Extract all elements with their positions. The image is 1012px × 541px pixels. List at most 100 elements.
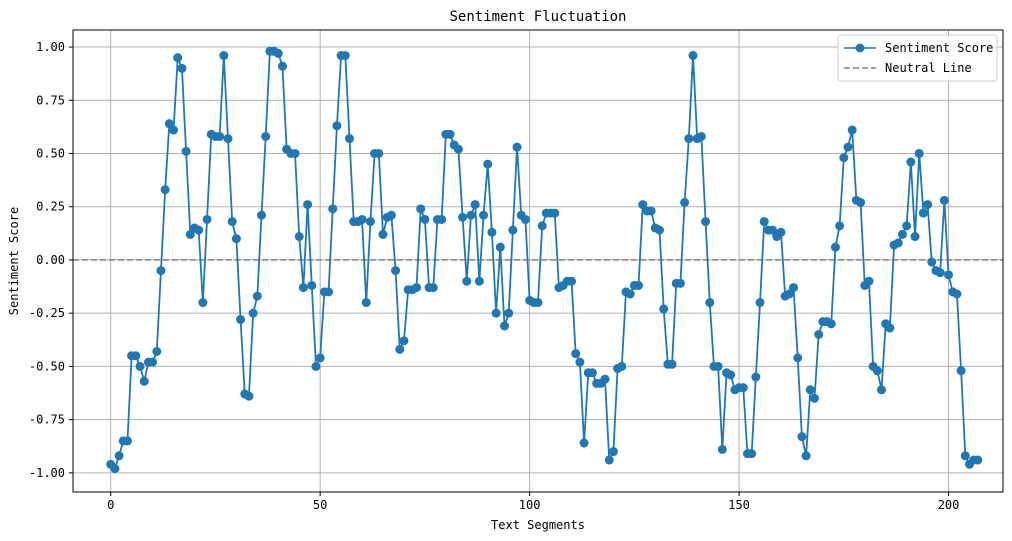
data-point	[135, 361, 145, 371]
data-point	[152, 346, 162, 356]
data-point	[504, 308, 514, 318]
x-tick-label: 0	[107, 498, 114, 512]
data-point	[550, 208, 560, 218]
data-point	[776, 227, 786, 237]
data-point	[688, 51, 698, 61]
data-point	[918, 208, 928, 218]
data-point	[177, 63, 187, 73]
data-point	[378, 229, 388, 239]
data-point	[797, 432, 807, 442]
data-point	[453, 144, 463, 154]
data-point	[412, 283, 422, 293]
data-point	[659, 304, 669, 314]
data-point	[537, 221, 547, 231]
data-point	[747, 449, 757, 459]
data-point	[474, 276, 484, 286]
data-point	[445, 129, 455, 139]
data-point	[303, 200, 313, 210]
legend-label-sentiment: Sentiment Score	[885, 41, 993, 55]
data-point	[638, 200, 648, 210]
data-point	[227, 217, 237, 227]
data-point	[307, 280, 317, 290]
y-tick-label: 1.00	[36, 40, 65, 54]
data-point	[487, 227, 497, 237]
data-point	[751, 372, 761, 382]
data-point	[173, 53, 183, 63]
data-point	[332, 121, 342, 131]
data-point	[416, 204, 426, 214]
legend-box	[837, 34, 998, 82]
data-point	[567, 276, 577, 286]
data-point	[420, 214, 430, 224]
y-tick-label: 0.75	[36, 93, 65, 107]
data-point	[696, 131, 706, 141]
data-point	[893, 238, 903, 248]
data-point	[768, 225, 778, 235]
data-point	[294, 232, 304, 242]
data-point	[344, 134, 354, 144]
data-point	[789, 283, 799, 293]
data-point	[701, 217, 711, 227]
data-point	[391, 266, 401, 276]
data-point	[826, 319, 836, 329]
data-point	[215, 131, 225, 141]
data-point	[298, 283, 308, 293]
y-tick-label: 0.25	[36, 200, 65, 214]
data-point	[110, 464, 120, 474]
data-point	[814, 329, 824, 339]
data-point	[185, 229, 195, 239]
data-point	[793, 353, 803, 363]
data-point	[428, 283, 438, 293]
data-point	[311, 361, 321, 371]
axis-ticks: 0 50 100 150 200 -1.00 -0.75 -0.50 -0.25 0.00 0.25…	[29, 40, 960, 512]
data-point	[680, 197, 690, 207]
data-point	[462, 276, 472, 286]
data-point	[248, 308, 258, 318]
data-point	[608, 447, 618, 457]
data-point	[579, 438, 589, 448]
data-point	[885, 323, 895, 333]
data-point	[625, 289, 635, 299]
data-point	[600, 374, 610, 384]
legend: Sentiment Score Neutral Line	[837, 34, 998, 82]
data-point	[654, 225, 664, 235]
legend-label-neutral: Neutral Line	[885, 61, 972, 75]
data-point	[634, 280, 644, 290]
data-point	[491, 308, 501, 318]
data-point	[738, 383, 748, 393]
series-sentiment-score	[106, 46, 983, 474]
data-point	[114, 451, 124, 461]
legend-marker-sentiment	[855, 43, 865, 53]
data-point	[273, 48, 283, 58]
data-point	[483, 159, 493, 169]
data-point	[910, 232, 920, 242]
y-tick-label: 0.00	[36, 253, 65, 267]
data-point	[906, 157, 916, 167]
data-point	[512, 142, 522, 152]
data-point	[939, 195, 949, 205]
data-point	[466, 210, 476, 220]
data-point	[231, 234, 241, 244]
data-point	[801, 451, 811, 461]
data-point	[805, 385, 815, 395]
data-point	[252, 291, 262, 301]
data-point	[399, 336, 409, 346]
data-point	[897, 229, 907, 239]
data-point	[458, 212, 468, 222]
data-point	[244, 391, 254, 401]
x-tick-label: 100	[519, 498, 541, 512]
data-point	[784, 289, 794, 299]
data-point	[839, 153, 849, 163]
data-point	[470, 200, 480, 210]
data-point	[257, 210, 267, 220]
data-point	[160, 185, 170, 195]
data-point	[290, 148, 300, 158]
data-point	[361, 298, 371, 308]
data-point	[973, 455, 983, 465]
data-point	[575, 357, 585, 367]
data-point	[520, 214, 530, 224]
data-point	[902, 221, 912, 231]
data-point	[122, 436, 132, 446]
